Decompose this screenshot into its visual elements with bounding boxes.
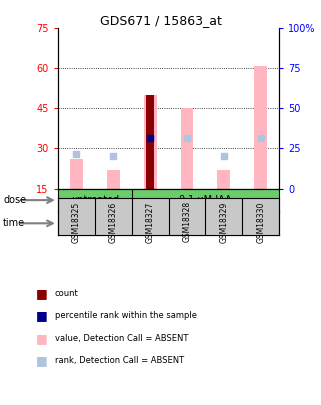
Text: GSM18330: GSM18330 [256,201,265,243]
Text: GSM18329: GSM18329 [219,201,229,243]
Text: ■: ■ [36,287,48,300]
Text: count: count [55,289,78,298]
Text: ■: ■ [36,354,48,367]
Text: GSM18328: GSM18328 [182,201,192,243]
Bar [70,159,83,189]
Bar [143,95,157,189]
Text: GSM18327: GSM18327 [145,201,155,243]
Text: GSM18325: GSM18325 [72,201,81,243]
Text: percentile rank within the sample: percentile rank within the sample [55,311,196,320]
Text: value, Detection Call = ABSENT: value, Detection Call = ABSENT [55,334,188,343]
Text: 3 h: 3 h [235,218,250,228]
Text: ■: ■ [36,332,48,345]
Text: 0 h: 0 h [87,218,102,228]
Bar [180,109,194,189]
Text: 1 h: 1 h [161,218,176,228]
Bar [254,66,267,189]
Text: untreated: untreated [71,195,119,205]
Text: GSM18326: GSM18326 [108,201,118,243]
Text: ■: ■ [36,309,48,322]
Bar [146,95,154,189]
Text: time: time [3,218,25,228]
Text: dose: dose [3,195,26,205]
Bar [217,170,230,189]
Text: 0.1 uM IAA: 0.1 uM IAA [179,195,232,205]
Text: GDS671 / 15863_at: GDS671 / 15863_at [100,14,221,27]
Bar [107,170,120,189]
Text: rank, Detection Call = ABSENT: rank, Detection Call = ABSENT [55,356,184,365]
